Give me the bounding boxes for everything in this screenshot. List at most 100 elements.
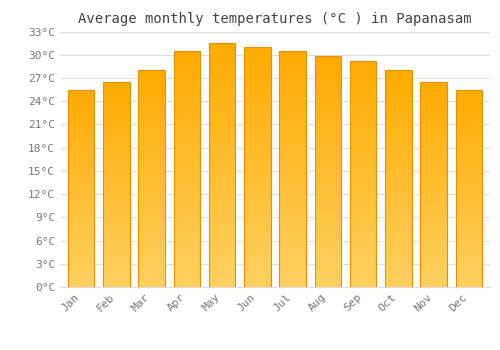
Bar [385,181,411,183]
Bar [174,204,200,207]
Bar [209,72,236,75]
Bar [209,99,236,102]
Bar [385,96,411,98]
Bar [420,166,447,168]
Bar [420,197,447,199]
Bar [209,172,236,175]
Bar [103,168,130,170]
Bar [68,131,94,133]
Bar [350,248,376,251]
Bar [350,122,376,124]
Bar [456,173,482,174]
Bar [138,90,165,92]
Bar [103,258,130,260]
Bar [314,188,341,190]
Bar [174,63,200,65]
Bar [209,80,236,82]
Bar [209,155,236,158]
Bar [174,79,200,82]
Bar [314,123,341,126]
Bar [385,98,411,100]
Bar [314,126,341,128]
Bar [174,249,200,252]
Bar [420,189,447,190]
Bar [456,159,482,161]
Bar [138,220,165,222]
Bar [244,76,270,78]
Bar [350,126,376,129]
Bar [385,118,411,120]
Bar [314,135,341,137]
Bar [280,254,306,256]
Bar [456,99,482,102]
Bar [350,135,376,138]
Bar [456,170,482,173]
Bar [244,90,270,93]
Bar [420,203,447,205]
Bar [138,70,165,72]
Bar [280,96,306,98]
Bar [420,133,447,135]
Bar [68,180,94,182]
Bar [103,277,130,279]
Bar [244,153,270,155]
Bar [68,174,94,176]
Bar [350,133,376,135]
Bar [103,265,130,266]
Bar [280,266,306,268]
Bar [456,192,482,194]
Bar [314,77,341,79]
Bar [174,58,200,60]
Bar [244,244,270,246]
Bar [385,122,411,124]
Bar [420,219,447,221]
Bar [209,250,236,253]
Bar [174,131,200,133]
Bar [244,162,270,164]
Bar [350,242,376,244]
Bar [420,238,447,240]
Bar [314,121,341,123]
Bar [68,246,94,247]
Bar [420,228,447,230]
Bar [314,65,341,68]
Bar [103,209,130,211]
Bar [244,107,270,110]
Bar [314,128,341,130]
Bar [350,106,376,108]
Bar [103,197,130,199]
Bar [456,206,482,208]
Bar [420,201,447,203]
Bar [209,138,236,141]
Bar [314,232,341,234]
Bar [456,273,482,275]
Bar [420,82,447,84]
Bar [209,46,236,48]
Bar [138,274,165,276]
Bar [138,142,165,144]
Bar [456,180,482,182]
Bar [280,107,306,110]
Bar [385,235,411,237]
Bar [350,194,376,197]
Bar [138,237,165,239]
Bar [174,259,200,261]
Bar [138,96,165,98]
Bar [385,133,411,135]
Bar [385,283,411,285]
Bar [314,199,341,202]
Bar [103,205,130,207]
Bar [385,138,411,140]
Bar [350,215,376,217]
Bar [244,160,270,162]
Bar [103,106,130,108]
Bar [385,267,411,270]
Bar [456,271,482,273]
Bar [209,60,236,63]
Bar [456,178,482,180]
Bar [456,96,482,97]
Bar [385,144,411,146]
Bar [280,131,306,133]
Bar [138,259,165,261]
Bar [280,207,306,209]
